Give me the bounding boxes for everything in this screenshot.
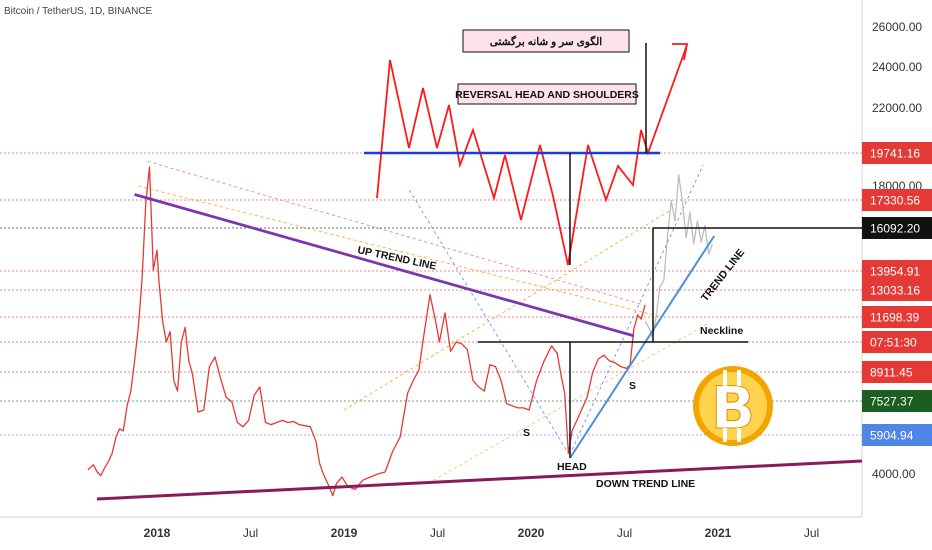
guide-line	[427, 322, 709, 484]
guide-line	[343, 209, 672, 411]
up-trend-line-drawing	[134, 193, 635, 337]
persian-title-box	[462, 29, 630, 53]
shoulder-right-label: S	[629, 380, 636, 392]
trend-line-label: TREND LINE	[699, 247, 747, 304]
price-badge-label: 13954.91	[870, 265, 920, 279]
price-badge	[862, 361, 932, 383]
schematic-zigzag	[376, 44, 688, 266]
persian-title: الگوی سر و شانه برگشتی	[490, 34, 603, 48]
guide-lines	[0, 152, 862, 484]
bitcoin-logo-glyph: B	[711, 374, 755, 442]
price-axis: 4000.0026000.0024000.0022000.0018000.001…	[862, 20, 932, 481]
price-badge	[862, 306, 932, 328]
price-badge-label: 5904.94	[870, 429, 914, 443]
guide-line	[138, 185, 663, 318]
price-badge-label: 17330.56	[870, 194, 920, 208]
chart-title: Bitcoin / TetherUS, 1D, BINANCE	[4, 6, 153, 17]
price-badge	[862, 390, 932, 412]
x-tick-label: 2019	[331, 526, 358, 540]
y-tick-label: 22000.00	[872, 101, 922, 115]
price-badge-label: 11698.39	[870, 311, 919, 325]
pattern-drawing	[96, 43, 863, 501]
schematic-arrowhead	[672, 43, 689, 61]
price-line-gray	[644, 173, 714, 339]
price-line-red	[87, 166, 646, 497]
price-badge	[862, 424, 932, 446]
x-tick-label: Jul	[804, 526, 819, 540]
x-tick-label: Jul	[243, 526, 258, 540]
price-badge	[862, 331, 932, 353]
price-badge-label: 13033.16	[870, 284, 920, 298]
guide-line	[147, 160, 644, 306]
price-badge-label: 7527.37	[870, 395, 914, 409]
price-badge	[862, 260, 932, 282]
price-badge-label: 19741.16	[870, 147, 920, 161]
price-badge-label: 8911.45	[870, 366, 913, 380]
price-badge	[862, 279, 932, 301]
time-axis: 2018 Jul 2019 Jul 2020 Jul 2021 Jul	[144, 526, 820, 540]
x-tick-label: 2018	[144, 526, 171, 540]
head-label: HEAD	[557, 461, 587, 473]
neckline-label: Neckline	[700, 325, 743, 337]
english-title-box	[457, 83, 637, 105]
price-badge-label: 16092.20	[870, 222, 920, 236]
guide-line	[571, 164, 704, 450]
y-tick-label: 24000.00	[872, 60, 922, 74]
down-trend-line-label: DOWN TREND LINE	[596, 478, 695, 490]
guide-line	[409, 189, 569, 454]
trend-line-drawing	[569, 235, 716, 459]
x-tick-label: Jul	[617, 526, 632, 540]
up-trend-line-inner	[134, 194, 634, 338]
x-tick-label: Jul	[430, 526, 445, 540]
x-tick-label: 2021	[705, 526, 732, 540]
price-badge-label: 07:51:30	[870, 336, 917, 350]
bitcoin-logo-icon: B	[693, 366, 773, 446]
bitcoin-logo-inner	[699, 372, 767, 440]
price-badge	[862, 217, 932, 239]
annotation-layer: الگوی سر و شانه برگشتی REVERSAL HEAD AND …	[356, 29, 773, 490]
shoulder-left-label: S	[523, 427, 530, 439]
price-badge	[862, 142, 932, 164]
down-trend-line-drawing	[96, 459, 863, 501]
price-badge	[862, 189, 932, 211]
series-layer	[87, 166, 714, 497]
y-tick-label: 26000.00	[872, 20, 922, 34]
x-tick-label: 2020	[518, 526, 545, 540]
english-title: REVERSAL HEAD AND SHOULDERS	[455, 89, 639, 101]
y-tick-label: 4000.00	[872, 467, 916, 481]
